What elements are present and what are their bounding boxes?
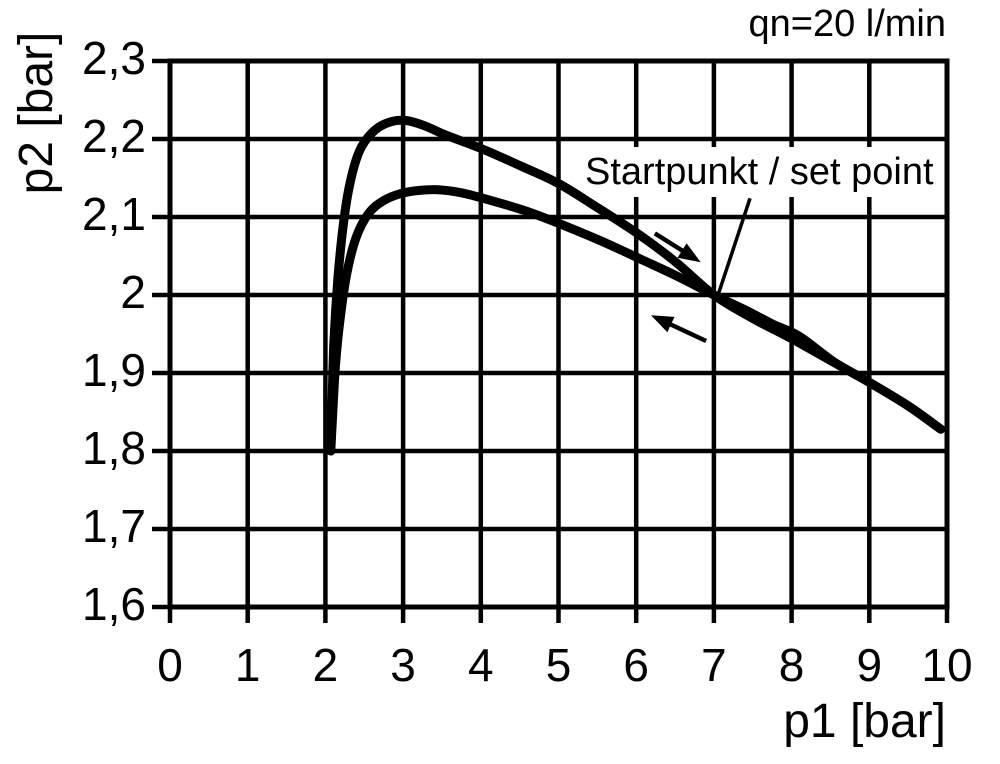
x-tick-label-5: 5 [545,639,572,691]
x-tick-label-9: 9 [856,639,883,691]
forward-direction-arrow-shaft [653,231,687,255]
y-tick-label-1,8: 1,8 [82,422,146,474]
annotation-background [581,147,943,197]
y-tick-label-2: 2 [120,266,146,318]
upper-curve-increasing-p1 [326,115,946,456]
annotation-leader-line [716,197,752,294]
y-tick-label-1,7: 1,7 [82,500,146,552]
x-tick-label-3: 3 [390,639,416,691]
return-direction-arrow-shaft [666,320,708,344]
y-tick-label-2,3: 2,3 [82,32,146,84]
lower-curve-decreasing-p1 [326,185,946,456]
set-point-annotation: Startpunkt / set point [585,151,934,193]
x-tick-label-8: 8 [778,639,805,691]
y-tick-label-2,2: 2,2 [82,110,146,162]
x-tick-label-6: 6 [623,639,649,691]
forward-direction-arrow-head [677,243,701,263]
x-axis-label: p1 [bar] [783,695,946,748]
y-tick-label-1,6: 1,6 [82,578,146,630]
y-tick-label-2,1: 2,1 [82,188,146,240]
x-tick-label-2: 2 [312,639,339,691]
x-tick-label-0: 0 [157,639,183,691]
x-tick-label-7: 7 [701,639,727,691]
x-tick-label-1: 1 [234,639,261,691]
chart-title: qn=20 l/min [748,3,946,45]
plot-border [167,58,950,610]
x-tick-label-10: 10 [921,639,973,691]
return-direction-arrow-head [651,315,675,333]
x-tick-label-4: 4 [468,639,494,691]
y-tick-label-1,9: 1,9 [82,344,146,396]
